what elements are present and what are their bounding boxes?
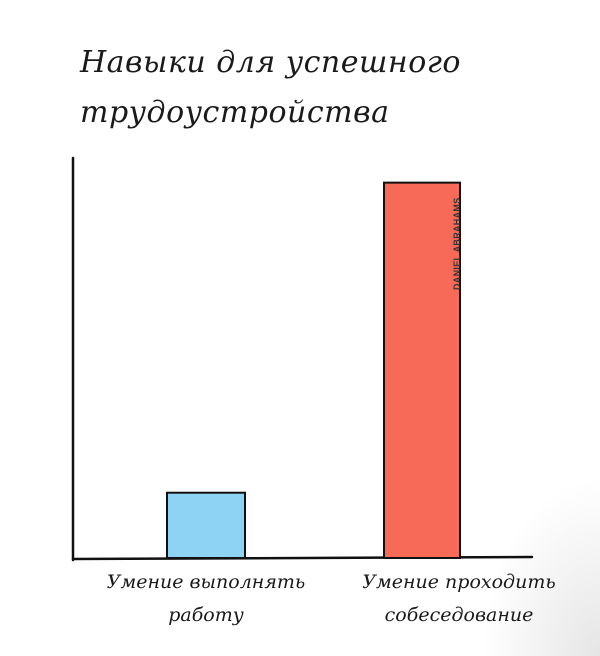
x-tick-label-1-line-1: Умение проходить — [362, 571, 556, 593]
x-tick-label-0-line-2: работу — [168, 604, 244, 626]
chart-title-line-1: Навыки для успешного — [80, 45, 461, 80]
x-tick-label-0-line-1: Умение выполнять — [106, 571, 306, 593]
x-tick-label-1-line-2: собеседование — [384, 604, 534, 626]
x-tick-label-1: Умение проходить собеседование — [344, 566, 574, 632]
x-axis — [71, 555, 534, 561]
author-watermark: DANIEL ABRAHAMS — [452, 197, 462, 290]
bar-0 — [166, 491, 246, 559]
bar-1 — [383, 181, 461, 559]
chart-title: Навыки для успешного трудоустройства — [80, 38, 500, 138]
x-tick-label-0: Умение выполнять работу — [91, 566, 321, 632]
chart-title-line-2: трудоустройства — [80, 95, 390, 130]
